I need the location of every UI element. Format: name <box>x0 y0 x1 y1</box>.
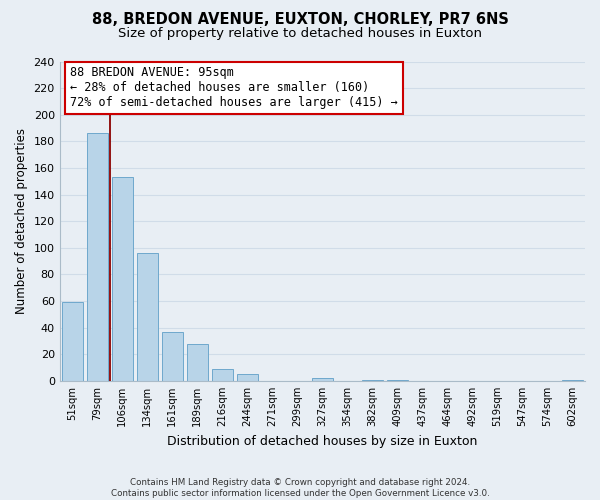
Bar <box>387 380 408 381</box>
Bar <box>236 374 258 381</box>
Text: 88, BREDON AVENUE, EUXTON, CHORLEY, PR7 6NS: 88, BREDON AVENUE, EUXTON, CHORLEY, PR7 … <box>92 12 508 28</box>
Bar <box>137 253 158 381</box>
X-axis label: Distribution of detached houses by size in Euxton: Distribution of detached houses by size … <box>167 434 478 448</box>
Bar <box>187 344 208 381</box>
Bar <box>161 332 183 381</box>
Bar <box>562 380 583 381</box>
Bar <box>86 134 108 381</box>
Bar <box>62 302 83 381</box>
Bar <box>312 378 333 381</box>
Bar <box>362 380 383 381</box>
Y-axis label: Number of detached properties: Number of detached properties <box>15 128 28 314</box>
Text: 88 BREDON AVENUE: 95sqm
← 28% of detached houses are smaller (160)
72% of semi-d: 88 BREDON AVENUE: 95sqm ← 28% of detache… <box>70 66 398 110</box>
Text: Contains HM Land Registry data © Crown copyright and database right 2024.
Contai: Contains HM Land Registry data © Crown c… <box>110 478 490 498</box>
Bar <box>212 369 233 381</box>
Bar <box>112 178 133 381</box>
Text: Size of property relative to detached houses in Euxton: Size of property relative to detached ho… <box>118 28 482 40</box>
